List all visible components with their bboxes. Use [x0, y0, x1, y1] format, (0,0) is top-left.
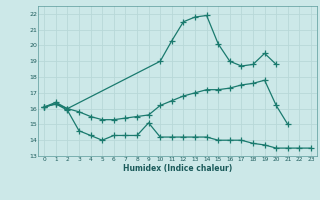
- X-axis label: Humidex (Indice chaleur): Humidex (Indice chaleur): [123, 164, 232, 173]
